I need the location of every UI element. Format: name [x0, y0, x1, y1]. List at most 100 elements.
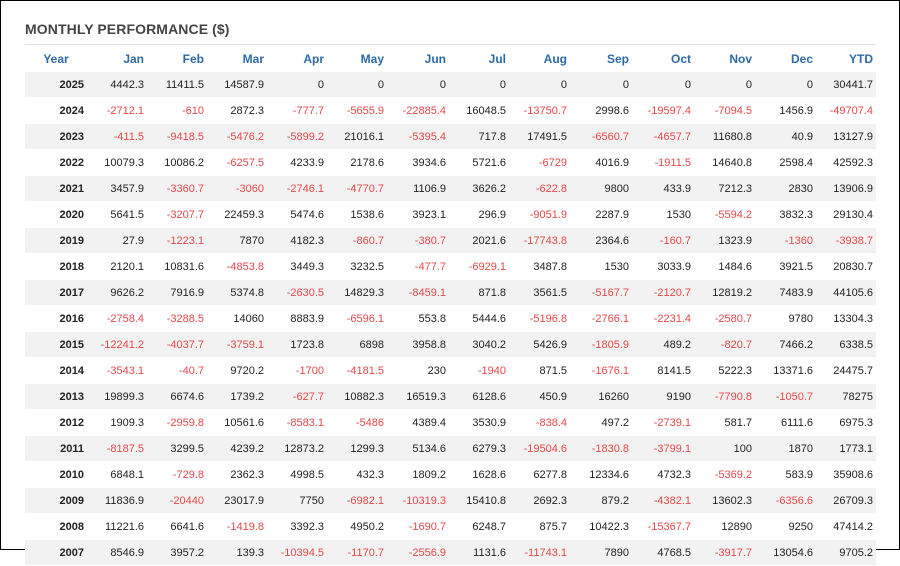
year-cell: 2014 — [25, 357, 87, 384]
value-cell: 6674.6 — [147, 383, 207, 410]
value-cell: 8546.9 — [87, 539, 147, 566]
value-cell: -5395.4 — [387, 123, 449, 150]
value-cell: 11221.6 — [87, 513, 147, 540]
value-cell: 15410.8 — [449, 487, 509, 514]
column-header-oct: Oct — [670, 52, 691, 66]
value-cell: 3040.2 — [449, 331, 509, 358]
value-cell: 497.2 — [570, 409, 632, 436]
value-cell: -729.8 — [147, 461, 207, 488]
value-cell: 1530 — [570, 253, 632, 280]
value-cell: 871.8 — [449, 279, 509, 306]
column-header-feb: Feb — [182, 52, 204, 66]
value-cell: -4657.7 — [632, 123, 694, 150]
value-cell: 7483.9 — [755, 279, 816, 306]
table-row: 2014 -3543.1 -40.7 9720.2 -1700 -4181.5 230 -19… — [25, 357, 876, 384]
value-cell: 7916.9 — [147, 279, 207, 306]
value-cell: -3917.7 — [694, 539, 755, 566]
year-cell: 2020 — [25, 201, 87, 228]
value-cell: -411.5 — [87, 123, 147, 150]
year-cell: 2016 — [25, 305, 87, 332]
value-cell: -5196.8 — [509, 305, 570, 332]
value-cell: 2021.6 — [449, 227, 509, 254]
table-row: 2018 2120.1 10831.6 -4853.8 3449.3 3232.5 -477… — [25, 253, 876, 280]
value-cell: 5222.3 — [694, 357, 755, 384]
value-cell: 44105.6 — [816, 279, 876, 306]
value-cell: 17491.5 — [509, 123, 570, 150]
value-cell: -3799.1 — [632, 435, 694, 462]
value-cell: 6641.6 — [147, 513, 207, 540]
value-cell: 3958.8 — [387, 331, 449, 358]
value-cell: 5444.6 — [449, 305, 509, 332]
year-cell: 2022 — [25, 149, 87, 176]
year-cell: 2023 — [25, 123, 87, 150]
value-cell: -627.7 — [267, 383, 327, 410]
value-cell: 3921.5 — [755, 253, 816, 280]
value-cell: -3207.7 — [147, 201, 207, 228]
value-cell: -6596.1 — [327, 305, 387, 332]
value-cell: 5374.8 — [207, 279, 267, 306]
table-row: 2022 10079.3 10086.2 -6257.5 4233.9 2178.6 393… — [25, 149, 876, 176]
value-cell: 9720.2 — [207, 357, 267, 384]
value-cell: 1739.2 — [207, 383, 267, 410]
value-cell: -5899.2 — [267, 123, 327, 150]
value-cell: -8583.1 — [267, 409, 327, 436]
value-cell: 16048.5 — [449, 97, 509, 124]
column-header-jun: Jun — [424, 52, 446, 66]
value-cell: 3457.9 — [87, 175, 147, 202]
value-cell: -3060 — [207, 175, 267, 202]
value-cell: -20440 — [147, 487, 207, 514]
value-cell: 30441.7 — [816, 72, 876, 98]
value-cell: -2630.5 — [267, 279, 327, 306]
value-cell: -5167.7 — [570, 279, 632, 306]
value-cell: 12334.6 — [570, 461, 632, 488]
value-cell: 40.9 — [755, 123, 816, 150]
value-cell: 9626.2 — [87, 279, 147, 306]
value-cell: -2959.8 — [147, 409, 207, 436]
value-cell: -610 — [147, 97, 207, 124]
value-cell: 3626.2 — [449, 175, 509, 202]
value-cell: 3832.3 — [755, 201, 816, 228]
value-cell: -9418.5 — [147, 123, 207, 150]
value-cell: 432.3 — [327, 461, 387, 488]
year-cell: 2012 — [25, 409, 87, 436]
value-cell: 7466.2 — [755, 331, 816, 358]
value-cell: 0 — [632, 72, 694, 98]
value-cell: 14640.8 — [694, 149, 755, 176]
value-cell: 9800 — [570, 175, 632, 202]
value-cell: 3957.2 — [147, 539, 207, 566]
value-cell: -477.7 — [387, 253, 449, 280]
table-row: 2020 5641.5 -3207.7 22459.3 5474.6 1538.6 3923… — [25, 201, 876, 228]
value-cell: -6929.1 — [449, 253, 509, 280]
value-cell: -838.4 — [509, 409, 570, 436]
value-cell: -2739.1 — [632, 409, 694, 436]
table-row: 2025 4442.3 11411.5 14587.9 0 0 0 0 0 0 0 0 0 30441.7 — [25, 72, 876, 98]
year-cell: 2019 — [25, 227, 87, 254]
value-cell: 3299.5 — [147, 435, 207, 462]
value-cell: 1484.6 — [694, 253, 755, 280]
value-cell: -5369.2 — [694, 461, 755, 488]
value-cell: -17743.8 — [509, 227, 570, 254]
value-cell: -3288.5 — [147, 305, 207, 332]
value-cell: 1323.9 — [694, 227, 755, 254]
table-row: 2019 27.9 -1223.1 7870 4182.3 -860.7 -380.7 202… — [25, 227, 876, 254]
value-cell: -1170.7 — [327, 539, 387, 566]
value-cell: 19899.3 — [87, 383, 147, 410]
value-cell: -6560.7 — [570, 123, 632, 150]
column-header-year: Year — [43, 52, 69, 66]
value-cell: 6128.6 — [449, 383, 509, 410]
value-cell: 6111.6 — [755, 409, 816, 436]
value-cell: 78275 — [816, 383, 876, 410]
value-cell: 14060 — [207, 305, 267, 332]
value-cell: 553.8 — [387, 305, 449, 332]
table-row: 2013 19899.3 6674.6 1739.2 -627.7 10882.3 1651… — [25, 383, 876, 410]
year-cell: 2018 — [25, 253, 87, 280]
value-cell: 6975.3 — [816, 409, 876, 436]
value-cell: 12890 — [694, 513, 755, 540]
value-cell: -380.7 — [387, 227, 449, 254]
value-cell: -12241.2 — [87, 331, 147, 358]
year-cell: 2017 — [25, 279, 87, 306]
year-cell: 2013 — [25, 383, 87, 410]
value-cell: -2746.1 — [267, 175, 327, 202]
value-cell: -3759.1 — [207, 331, 267, 358]
table-row: 2021 3457.9 -3360.7 -3060 -2746.1 -4770.7 1106… — [25, 175, 876, 202]
